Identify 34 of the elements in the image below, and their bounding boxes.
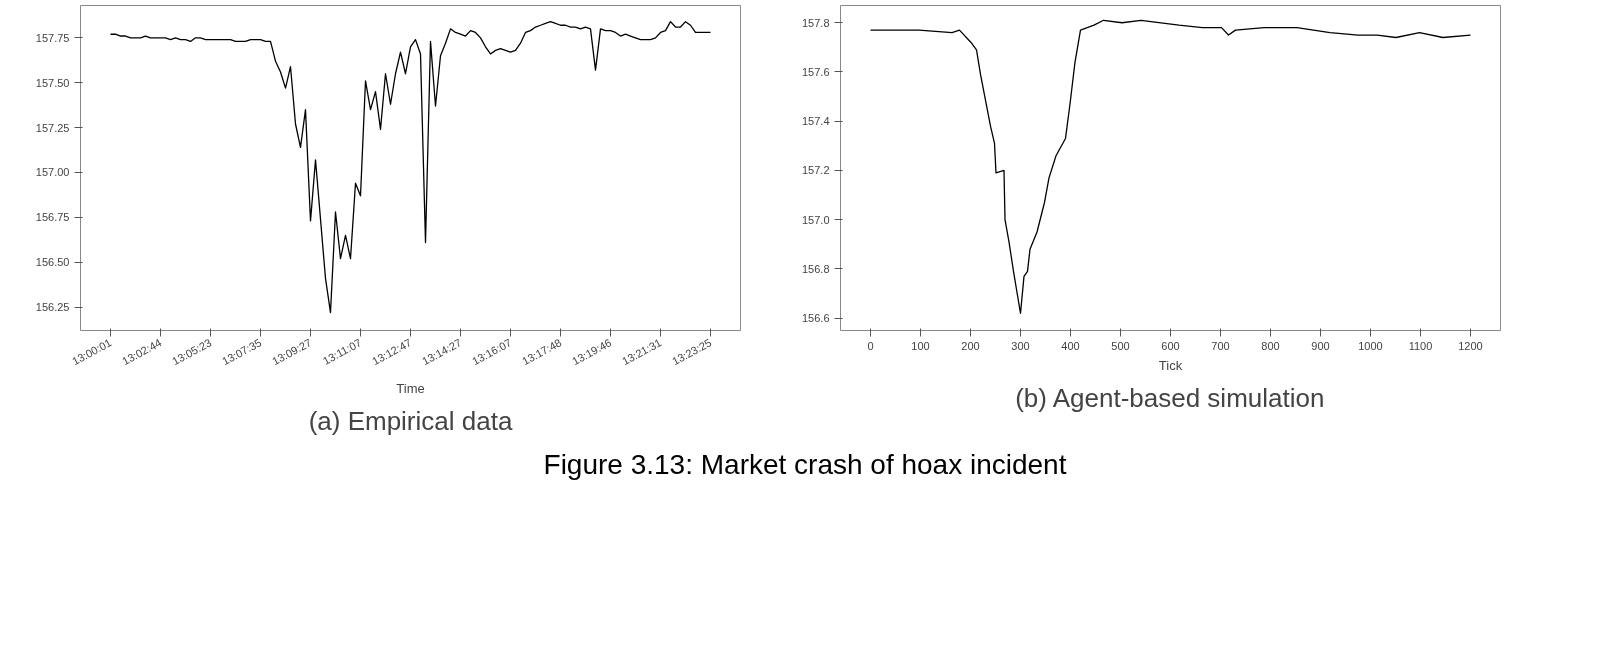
x-tick-label: 500 bbox=[1111, 339, 1130, 352]
y-tick-label: 157.6 bbox=[801, 65, 830, 78]
y-tick-label: 157.8 bbox=[801, 16, 830, 29]
x-tick-label: 1100 bbox=[1408, 339, 1433, 352]
x-axis-title: Tick bbox=[1158, 357, 1183, 373]
text: (b) Agent-based simulation bbox=[1015, 382, 1325, 413]
x-tick-label: 900 bbox=[1311, 339, 1330, 352]
text: (a) Empirical data bbox=[308, 405, 513, 436]
y-tick-label: 156.50 bbox=[35, 256, 70, 269]
x-tick-label: 100 bbox=[911, 339, 930, 352]
x-tick-label: 700 bbox=[1211, 339, 1230, 352]
y-tick-label: 157.75 bbox=[35, 31, 70, 44]
x-tick-label: 1000 bbox=[1358, 339, 1383, 352]
y-tick-label: 157.2 bbox=[801, 164, 830, 177]
line-series bbox=[869, 19, 1472, 314]
x-tick-label: 1200 bbox=[1458, 339, 1483, 352]
x-tick-label: 200 bbox=[961, 339, 980, 352]
y-tick-label: 157.4 bbox=[801, 115, 830, 128]
y-tick-label: 156.6 bbox=[801, 312, 830, 325]
x-tick-label: 300 bbox=[1011, 339, 1030, 352]
x-tick-label: 400 bbox=[1061, 339, 1080, 352]
y-tick-label: 156.25 bbox=[35, 301, 70, 314]
y-tick-label: 157.25 bbox=[35, 121, 70, 134]
x-tick-label: 800 bbox=[1261, 339, 1280, 352]
y-tick-label: 157.50 bbox=[35, 76, 70, 89]
caption: Figure 3.13: Market crash of hoax incident bbox=[543, 448, 1067, 482]
y-tick-label: 156.8 bbox=[801, 262, 830, 275]
line-series bbox=[109, 21, 712, 314]
y-tick-label: 157.00 bbox=[35, 166, 70, 179]
y-tick-label: 156.75 bbox=[35, 211, 70, 224]
y-tick-label: 157.0 bbox=[801, 213, 830, 226]
x-axis-title: Time bbox=[396, 380, 425, 396]
x-tick-label: 600 bbox=[1161, 339, 1180, 352]
x-tick-label: 0 bbox=[867, 339, 874, 352]
